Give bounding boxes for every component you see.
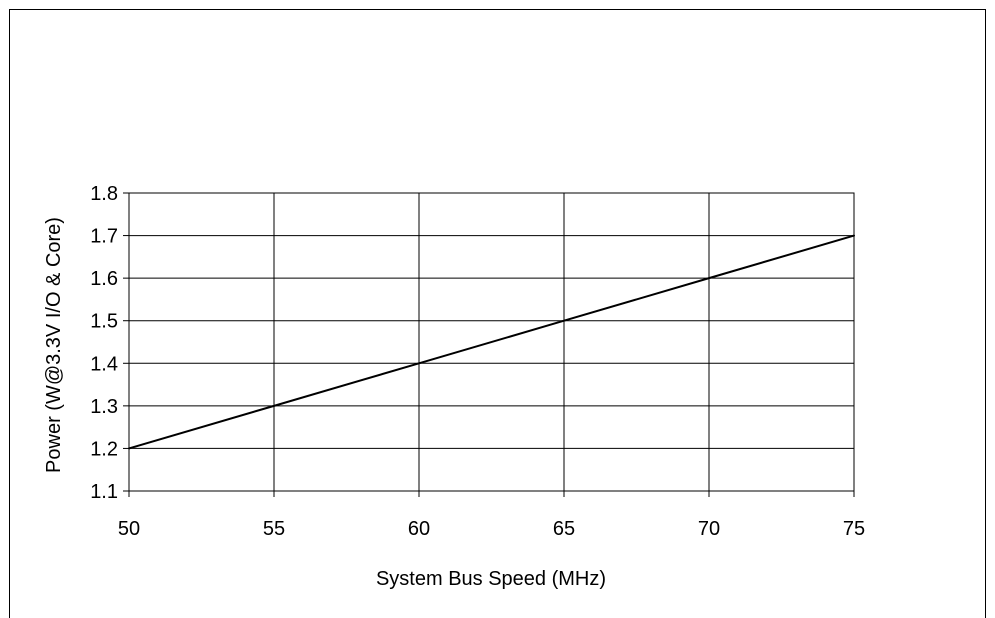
y-tick-label: 1.5: [90, 311, 118, 333]
y-tick-labels: 1.1 1.2 1.3 1.4 1.5 1.6 1.7 1.8: [90, 183, 118, 503]
y-tick-label: 1.8: [90, 183, 118, 205]
y-tick-label: 1.4: [90, 353, 118, 375]
y-axis-label: Power (W@3.3V I/O & Core): [43, 217, 65, 473]
data-point: [563, 320, 565, 322]
data-point: [418, 362, 420, 364]
series-line: [129, 236, 854, 449]
series-layer: [128, 235, 855, 450]
x-tick-label: 70: [698, 518, 720, 540]
x-tick-label: 50: [118, 518, 140, 540]
data-point: [853, 235, 855, 237]
x-tick-label: 55: [263, 518, 285, 540]
x-tick-labels: 50 55 60 65 70 75: [118, 518, 865, 540]
data-point: [708, 277, 710, 279]
y-tick-label: 1.2: [90, 438, 118, 460]
x-axis-label: System Bus Speed (MHz): [376, 568, 606, 590]
x-tick-label: 65: [553, 518, 575, 540]
y-tick-label: 1.3: [90, 396, 118, 418]
page-border: [10, 10, 986, 618]
y-tick-label: 1.6: [90, 268, 118, 290]
y-tick-label: 1.1: [90, 481, 118, 503]
data-point: [128, 447, 130, 449]
data-point: [273, 405, 275, 407]
x-tick-label: 60: [408, 518, 430, 540]
axis-ticks: [123, 193, 854, 497]
y-tick-label: 1.7: [90, 226, 118, 248]
x-tick-label: 75: [843, 518, 865, 540]
